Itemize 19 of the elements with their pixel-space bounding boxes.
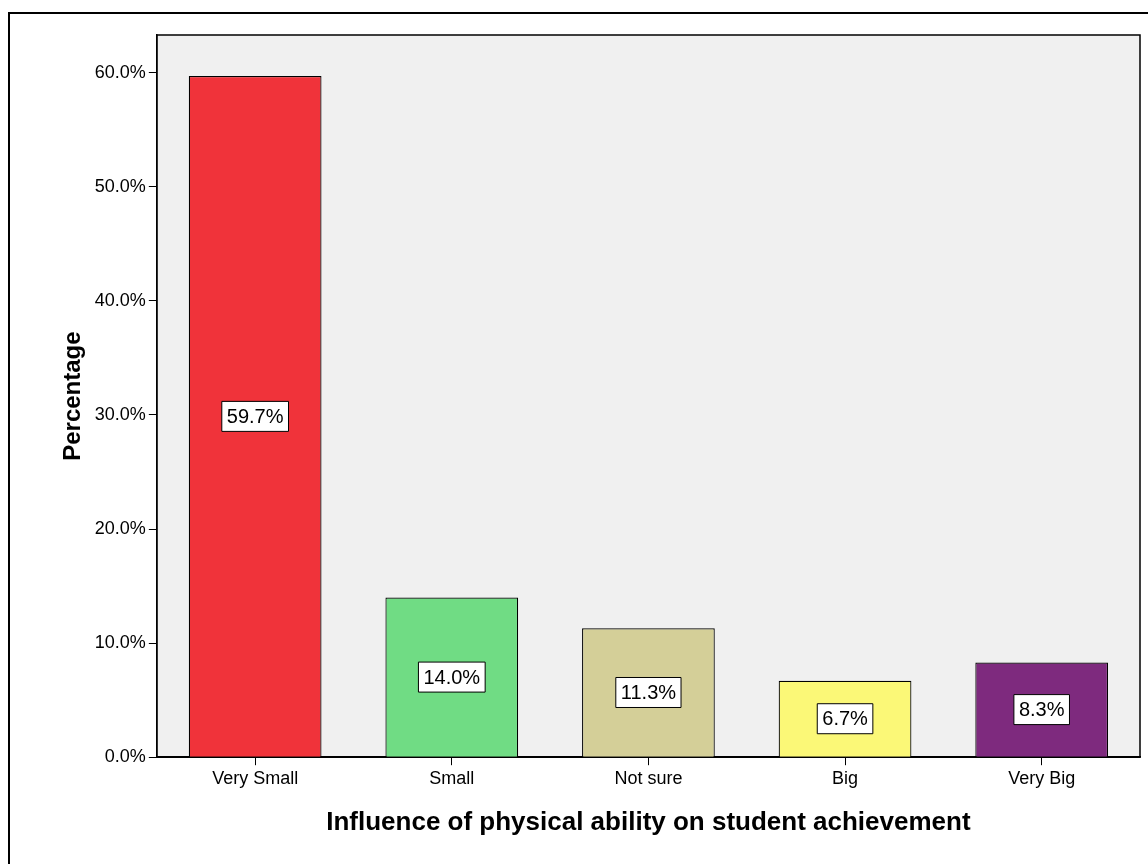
data-label: 14.0% (423, 665, 481, 688)
data-label: 11.3% (620, 681, 677, 703)
x-tick-label: Very Big (1008, 767, 1076, 788)
data-label: 8.3% (1018, 698, 1065, 721)
x-axis-title: Influence of physical ability on student achievement (326, 805, 971, 836)
y-tick-label: 30.0% (94, 403, 146, 424)
y-tick-label: 60.0% (94, 61, 146, 82)
data-label: 6.7% (822, 707, 869, 730)
y-axis-title: Percentage (58, 331, 86, 461)
x-tick-label: Big (832, 767, 859, 788)
data-label: 59.7% (226, 404, 284, 427)
y-tick-label: 0.0% (104, 746, 146, 767)
y-tick-label: 20.0% (94, 517, 146, 538)
x-tick-label: Small (429, 767, 475, 788)
y-tick-label: 10.0% (94, 632, 146, 653)
x-tick-label: Very Small (212, 767, 299, 788)
x-tick-label: Not sure (614, 767, 683, 788)
y-tick-label: 40.0% (94, 289, 146, 310)
y-tick-label: 50.0% (94, 175, 146, 196)
